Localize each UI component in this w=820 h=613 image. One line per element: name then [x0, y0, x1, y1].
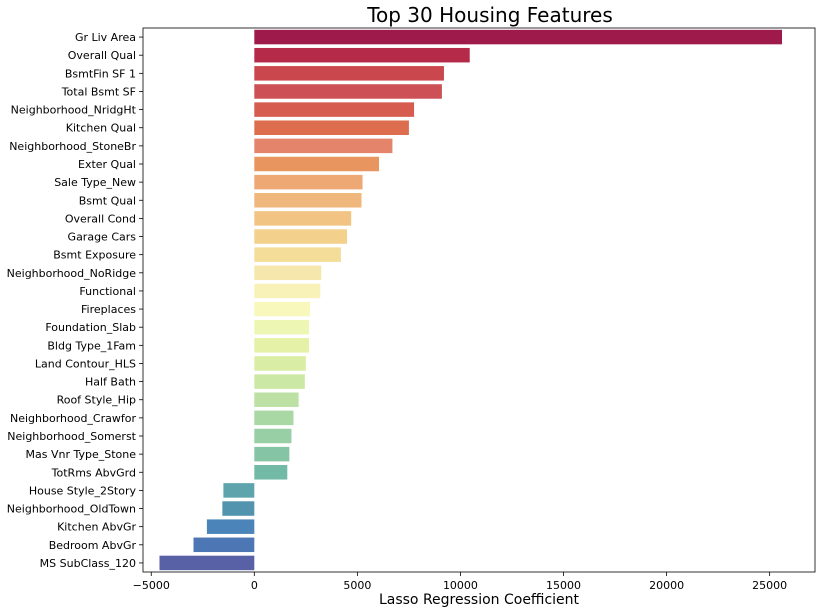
y-tick-label: Half Bath	[85, 376, 136, 389]
y-tick-label: Mas Vnr Type_Stone	[25, 448, 136, 461]
y-tick-label: Fireplaces	[81, 303, 136, 316]
y-tick-label: Exter Qual	[78, 158, 136, 171]
bar	[254, 446, 290, 462]
bar	[254, 374, 305, 389]
bar	[254, 102, 415, 117]
bar	[254, 428, 292, 444]
bar	[254, 301, 310, 317]
y-tick-label: Gr Liv Area	[75, 31, 136, 44]
bar	[254, 410, 294, 426]
y-tick-label: Bldg Type_1Fam	[47, 339, 136, 352]
y-tick-label: Functional	[79, 285, 136, 298]
bar	[193, 537, 255, 553]
bar	[254, 138, 393, 154]
bar	[254, 29, 783, 45]
y-tick-label: Neighborhood_Crawfor	[10, 412, 137, 425]
y-tick-label: Neighborhood_OldTown	[7, 503, 136, 516]
y-tick-label: TotRms AbvGrd	[51, 466, 136, 479]
bar	[254, 283, 321, 299]
y-tick-label: Neighborhood_StoneBr	[9, 140, 136, 153]
bar	[254, 229, 348, 244]
x-tick-label: 20000	[649, 579, 684, 592]
plot-frame	[142, 27, 816, 573]
bar	[254, 338, 309, 353]
y-tick-label: House Style_2Story	[29, 484, 137, 497]
x-tick-label: 15000	[546, 579, 581, 592]
y-tick-label: BsmtFin SF 1	[65, 67, 136, 80]
x-tick-label: 25000	[752, 579, 787, 592]
y-tick-label: Kitchen Qual	[66, 122, 136, 135]
y-tick-label: Sale Type_New	[54, 176, 136, 189]
x-axis: −5000 0 5000 10000 15000 20000 25000	[133, 572, 787, 592]
y-tick-label: Bsmt Exposure	[53, 249, 136, 262]
y-tick-label: MS SubClass_120	[40, 557, 136, 570]
x-tick-label: −5000	[133, 579, 170, 592]
bar	[254, 356, 306, 371]
y-tick-label: Bedroom AbvGr	[49, 539, 137, 552]
y-tick-label: Kitchen AbvGr	[57, 521, 136, 534]
x-tick-label: 5000	[343, 579, 371, 592]
bar	[254, 84, 442, 99]
bar	[254, 465, 288, 480]
y-tick-label: Land Contour_HLS	[35, 357, 136, 370]
bar	[223, 483, 255, 498]
y-tick-label: Garage Cars	[68, 231, 137, 244]
bar	[254, 193, 362, 208]
x-tick-label: 0	[251, 579, 258, 592]
y-tick-label: Neighborhood_NoRidge	[7, 267, 137, 280]
bar	[254, 120, 409, 135]
bar	[254, 47, 470, 63]
bar	[254, 156, 380, 172]
y-tick-label: Neighborhood_Somerst	[7, 430, 136, 443]
y-tick-label: Overall Cond	[65, 212, 136, 225]
x-axis-label: Lasso Regression Coefficient	[379, 592, 580, 608]
bar	[254, 319, 309, 335]
chart-title: Top 30 Housing Features	[366, 3, 613, 27]
bar	[159, 555, 255, 571]
x-tick-label: 10000	[443, 579, 478, 592]
bars-group	[159, 29, 783, 571]
bar	[254, 211, 352, 226]
bar	[254, 174, 363, 190]
y-tick-labels: Gr Liv Area Overall Qual BsmtFin SF 1 Total…	[7, 31, 143, 570]
bar	[254, 66, 444, 81]
y-tick-label: Overall Qual	[68, 49, 136, 62]
bar	[206, 519, 255, 534]
bar	[254, 392, 299, 407]
y-tick-label: Total Bsmt SF	[61, 85, 136, 98]
y-tick-label: Neighborhood_NridgHt	[11, 104, 137, 117]
y-tick-label: Bsmt Qual	[79, 194, 136, 207]
bar	[222, 501, 255, 516]
y-tick-label: Foundation_Slab	[45, 321, 136, 334]
y-tick-label: Roof Style_Hip	[57, 394, 136, 407]
bar	[254, 247, 341, 262]
bar	[254, 265, 322, 281]
